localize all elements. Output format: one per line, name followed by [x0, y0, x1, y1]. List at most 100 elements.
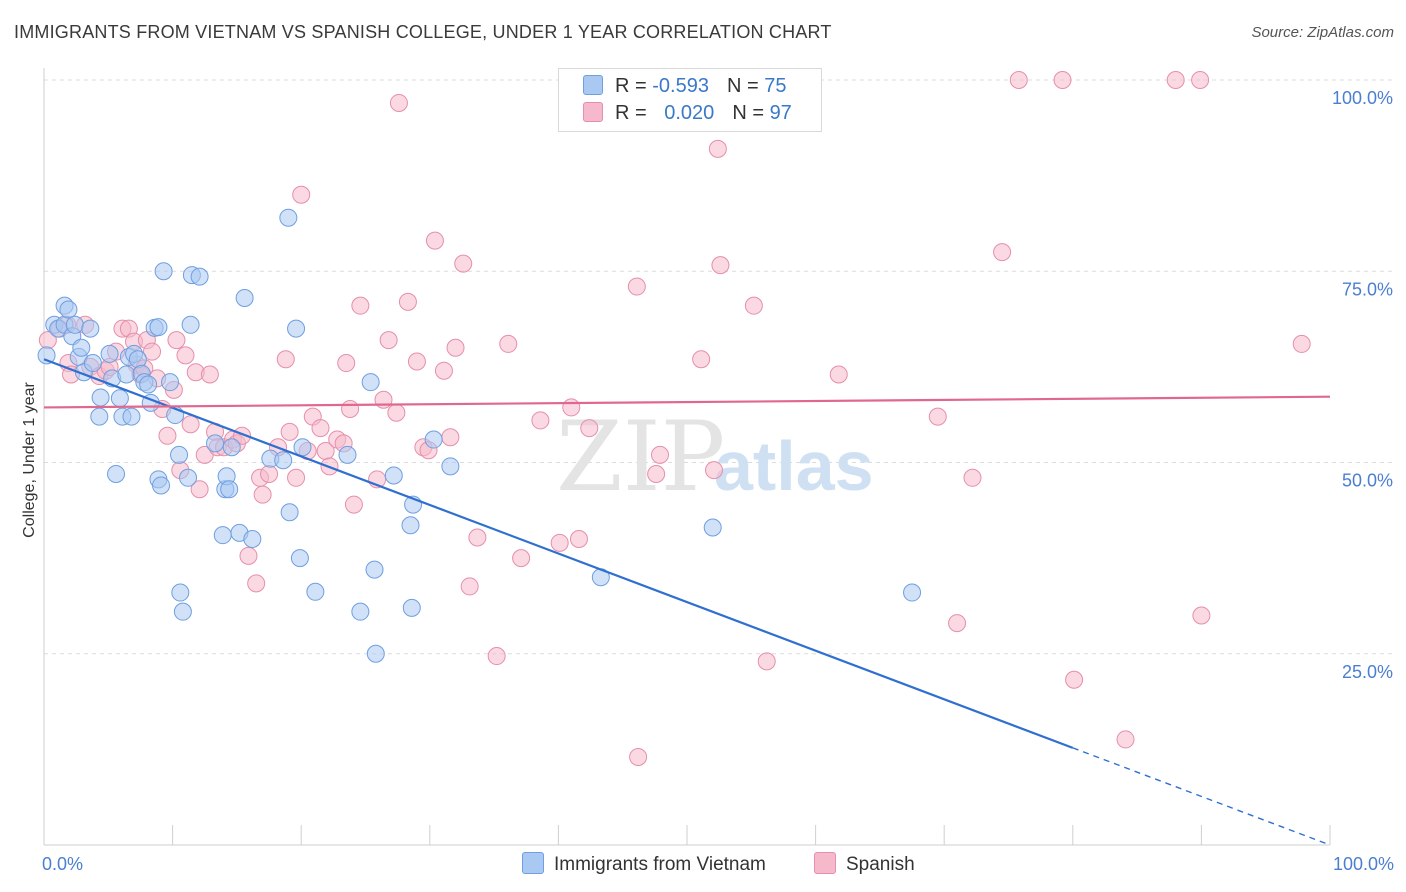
data-point: [181, 415, 200, 434]
data-point: [274, 451, 293, 470]
data-point: [993, 243, 1012, 262]
data-point: [425, 231, 444, 250]
data-point: [158, 426, 177, 445]
data-point: [757, 652, 776, 671]
data-point: [366, 644, 385, 663]
data-point: [190, 267, 209, 286]
y-tick-label: 100.0%: [1332, 88, 1393, 108]
data-point: [407, 352, 426, 371]
data-point: [650, 445, 669, 464]
data-point: [170, 445, 189, 464]
data-point: [293, 438, 312, 457]
data-point: [287, 319, 306, 338]
data-point: [1065, 670, 1084, 689]
grid-lines: [44, 79, 1392, 655]
data-point: [1292, 334, 1311, 353]
x-tick-label: 100.0%: [1333, 854, 1394, 874]
data-point: [292, 185, 311, 204]
data-point: [287, 468, 306, 487]
watermark-zip: ZIP: [556, 401, 725, 513]
data-point: [107, 464, 126, 483]
data-point: [963, 468, 982, 487]
data-point: [389, 93, 408, 112]
data-point: [280, 503, 299, 522]
data-point: [247, 574, 266, 593]
data-point: [402, 598, 421, 617]
n-value: 97: [769, 102, 792, 124]
stats-row-spanish: R = 0.020 N = 97: [583, 102, 792, 128]
data-point: [569, 530, 588, 548]
data-point: [139, 375, 158, 394]
data-point: [179, 468, 198, 487]
data-point: [1116, 730, 1135, 749]
data-point: [387, 403, 406, 422]
data-point: [903, 583, 922, 602]
trend-line-vietnam-extension: [1072, 747, 1331, 846]
data-point: [149, 318, 168, 337]
data-point: [711, 256, 730, 275]
data-point: [441, 457, 460, 476]
stats-row-vietnam: R = -0.593 N = 75: [583, 75, 786, 101]
axes: [43, 68, 1331, 846]
series-vietnam: [37, 208, 922, 663]
data-point: [117, 365, 136, 384]
data-point: [344, 495, 363, 514]
legend-label-vietnam: Immigrants from Vietnam: [554, 854, 766, 875]
data-point: [627, 277, 646, 296]
watermark: ZIP atlas: [556, 401, 874, 513]
data-point: [338, 445, 357, 464]
data-point: [72, 338, 91, 357]
data-point: [703, 518, 722, 537]
x-tick-label: 0.0%: [42, 854, 83, 874]
data-point: [948, 614, 967, 633]
r-label: R =: [615, 102, 653, 124]
r-value: 0.020: [664, 102, 715, 124]
legend-item-spanish[interactable]: Spanish: [814, 852, 915, 876]
data-point: [434, 361, 453, 380]
data-point: [81, 319, 100, 338]
data-point: [122, 407, 141, 426]
data-point: [143, 342, 162, 361]
data-point: [306, 582, 325, 601]
chart-title: IMMIGRANTS FROM VIETNAM VS SPANISH COLLE…: [14, 22, 832, 42]
data-point: [190, 480, 209, 499]
data-point: [213, 526, 232, 545]
data-point: [341, 399, 360, 418]
data-point: [279, 208, 298, 227]
data-point: [206, 434, 225, 453]
data-point: [379, 331, 398, 350]
data-point: [562, 398, 581, 417]
watermark-atlas: atlas: [714, 427, 874, 505]
stats-legend: R = -0.593 N = 75 R = 0.020 N = 97: [558, 68, 822, 132]
legend-item-vietnam[interactable]: Immigrants from Vietnam: [522, 852, 766, 876]
swatch-vietnam: [583, 75, 603, 95]
data-point: [531, 411, 550, 430]
data-point: [1192, 606, 1211, 625]
data-point: [83, 354, 102, 373]
y-tick-label: 25.0%: [1342, 662, 1393, 682]
data-point: [1053, 71, 1072, 89]
data-point: [365, 560, 384, 579]
data-point: [220, 480, 239, 499]
data-point: [499, 334, 518, 353]
data-point: [243, 530, 262, 548]
data-point: [629, 748, 648, 767]
trend-line-vietnam: [43, 358, 1074, 749]
data-point: [705, 461, 724, 480]
data-point: [441, 428, 460, 447]
trend-lines: [43, 358, 1331, 846]
data-point: [692, 350, 711, 369]
data-point: [280, 422, 299, 441]
legend-swatch-spanish: [814, 852, 836, 874]
data-point: [398, 292, 417, 311]
data-point: [239, 546, 258, 565]
data-point: [512, 549, 531, 568]
data-point: [276, 350, 295, 369]
data-point: [176, 346, 195, 365]
data-point: [744, 296, 763, 315]
data-point: [161, 373, 180, 392]
data-point: [468, 528, 487, 547]
r-value: -0.593: [652, 75, 709, 97]
data-point: [361, 373, 380, 392]
